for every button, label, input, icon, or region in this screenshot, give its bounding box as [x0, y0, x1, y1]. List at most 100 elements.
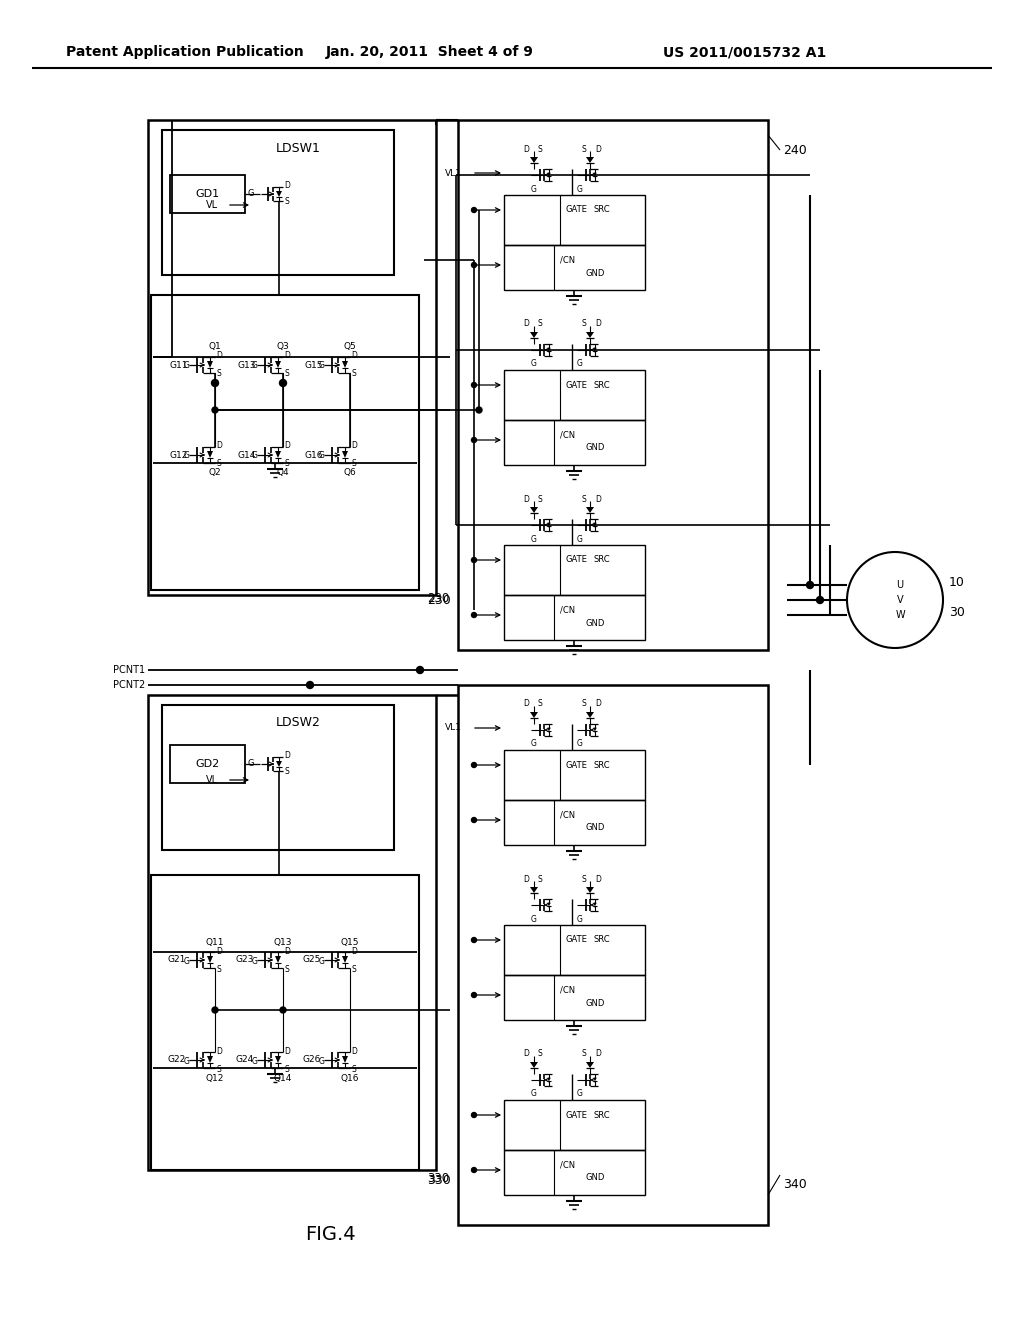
Text: D: D: [351, 946, 357, 956]
Text: D: D: [595, 700, 601, 709]
Text: SRC: SRC: [594, 1110, 610, 1119]
Polygon shape: [586, 887, 594, 894]
Text: PCNT2: PCNT2: [113, 680, 145, 690]
Bar: [162, 129, 394, 275]
Text: /CN: /CN: [560, 810, 575, 820]
Text: VL: VL: [206, 201, 218, 210]
Polygon shape: [593, 523, 597, 527]
Text: G: G: [252, 957, 258, 965]
Text: G14: G14: [238, 450, 256, 459]
Text: G: G: [252, 451, 258, 461]
Circle shape: [471, 937, 476, 942]
Bar: [151, 294, 419, 590]
Bar: [504, 925, 645, 975]
Text: G: G: [578, 185, 583, 194]
Bar: [504, 595, 645, 640]
Circle shape: [807, 582, 813, 589]
Text: GATE: GATE: [566, 556, 588, 565]
Text: VL: VL: [206, 775, 218, 785]
Circle shape: [471, 207, 476, 213]
Text: 30: 30: [949, 606, 965, 619]
Text: GND: GND: [586, 1173, 605, 1183]
Text: S: S: [538, 1049, 543, 1059]
Text: Q16: Q16: [341, 1073, 359, 1082]
Bar: [458, 685, 768, 1225]
Bar: [504, 1100, 645, 1150]
Text: G: G: [248, 190, 254, 198]
Text: S: S: [217, 370, 221, 379]
Text: G25: G25: [303, 956, 322, 965]
Text: G23: G23: [236, 956, 254, 965]
Text: D: D: [284, 751, 290, 760]
Polygon shape: [547, 347, 551, 351]
Polygon shape: [593, 347, 597, 351]
Text: Q5: Q5: [344, 342, 356, 351]
Text: D: D: [523, 700, 529, 709]
Text: S: S: [285, 198, 290, 206]
Text: D: D: [216, 946, 222, 956]
Text: Q11: Q11: [206, 937, 224, 946]
Text: G16: G16: [305, 450, 324, 459]
Bar: [504, 545, 645, 595]
Text: GND: GND: [586, 444, 605, 453]
Text: Jan. 20, 2011  Sheet 4 of 9: Jan. 20, 2011 Sheet 4 of 9: [326, 45, 534, 59]
Text: 230: 230: [427, 594, 451, 606]
Bar: [504, 246, 645, 290]
Text: D: D: [216, 441, 222, 450]
Text: SRC: SRC: [594, 380, 610, 389]
Bar: [148, 696, 436, 1170]
Text: Q6: Q6: [344, 469, 356, 478]
Circle shape: [471, 437, 476, 442]
Text: GATE: GATE: [566, 760, 588, 770]
Text: G: G: [531, 185, 537, 194]
Text: Q13: Q13: [273, 937, 292, 946]
Bar: [504, 975, 645, 1020]
Text: S: S: [351, 459, 356, 469]
Polygon shape: [530, 507, 538, 513]
Circle shape: [280, 380, 287, 387]
Text: VL1: VL1: [445, 169, 462, 177]
Text: GD2: GD2: [195, 759, 219, 770]
Circle shape: [476, 407, 482, 413]
Polygon shape: [342, 956, 348, 964]
Text: 330: 330: [427, 1172, 450, 1184]
Polygon shape: [275, 956, 281, 964]
Text: D: D: [284, 441, 290, 450]
Text: S: S: [351, 965, 356, 974]
Polygon shape: [275, 1056, 281, 1063]
Bar: [148, 120, 436, 595]
Text: G24: G24: [236, 1056, 254, 1064]
Polygon shape: [530, 887, 538, 894]
Text: V: V: [897, 595, 903, 605]
Polygon shape: [207, 451, 213, 458]
Text: GATE: GATE: [566, 1110, 588, 1119]
Polygon shape: [593, 173, 597, 177]
Text: S: S: [582, 319, 587, 329]
Text: SRC: SRC: [594, 556, 610, 565]
Text: GATE: GATE: [566, 936, 588, 945]
Circle shape: [471, 817, 476, 822]
Text: S: S: [351, 1064, 356, 1073]
Text: Patent Application Publication: Patent Application Publication: [67, 45, 304, 59]
Text: Q3: Q3: [276, 342, 290, 351]
Text: S: S: [582, 495, 587, 503]
Polygon shape: [593, 903, 597, 907]
Text: LDSW1: LDSW1: [275, 141, 321, 154]
Text: G: G: [319, 362, 325, 371]
Text: Q12: Q12: [206, 1073, 224, 1082]
Bar: [504, 1150, 645, 1195]
Text: G12: G12: [170, 450, 188, 459]
Text: SRC: SRC: [594, 760, 610, 770]
Text: GND: GND: [586, 268, 605, 277]
Polygon shape: [547, 727, 551, 731]
Text: Q1: Q1: [209, 342, 221, 351]
Text: D: D: [351, 1047, 357, 1056]
Text: D: D: [284, 946, 290, 956]
Text: S: S: [217, 1064, 221, 1073]
Text: S: S: [285, 370, 290, 379]
Text: /CN: /CN: [560, 986, 575, 994]
Text: SRC: SRC: [594, 936, 610, 945]
Text: LDSW2: LDSW2: [275, 717, 321, 730]
Bar: [504, 420, 645, 465]
Polygon shape: [586, 333, 594, 338]
